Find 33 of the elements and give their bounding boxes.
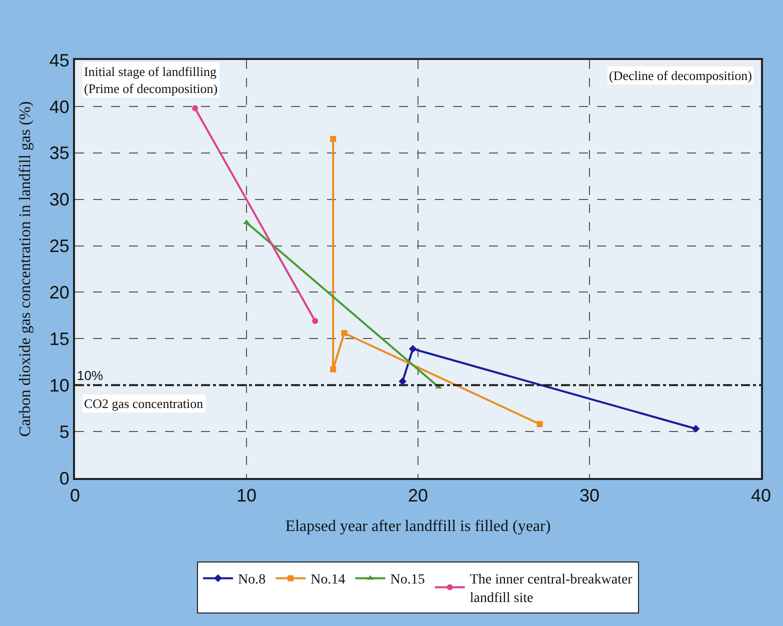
y-tick-label: 25	[49, 236, 70, 256]
y-tick-label: 45	[49, 50, 70, 70]
point	[536, 421, 543, 428]
legend-label: No.14	[310, 572, 346, 588]
point	[330, 136, 336, 142]
point	[192, 105, 198, 112]
point	[341, 330, 348, 336]
y-tick-label: 30	[49, 190, 70, 210]
x-tick-label: 30	[579, 486, 600, 506]
x-axis-title: Elapsed year after landffill is filled (year)	[285, 518, 551, 535]
y-tick-label: 20	[49, 282, 70, 303]
y-tick-label: 35	[49, 143, 70, 164]
y-tick-label: 0	[59, 468, 70, 488]
point	[312, 318, 318, 324]
point	[692, 424, 700, 433]
y-tick-label: 5	[59, 422, 70, 442]
y-tick-label: 40	[49, 96, 70, 117]
x-tick-label: 20	[408, 486, 428, 506]
x-tick-label: 10	[236, 486, 257, 506]
annotation: Initial stage of landfilling (Prime of decomposition)	[84, 64, 218, 96]
y-tick-label: 15	[49, 328, 70, 349]
y-axis-title: Carbon dioxide gas concentration in landfill gas (%)	[16, 101, 34, 437]
legend-label: No.15	[390, 572, 425, 588]
annotation: (Decline of decomposition)	[609, 68, 752, 83]
point	[398, 378, 406, 386]
annotation: CO2 gas concentration	[84, 396, 204, 411]
point	[408, 344, 417, 353]
x-tick-label: 40	[750, 486, 772, 506]
legend-label: No.8	[238, 572, 266, 588]
y-tick-label: 10	[49, 375, 70, 396]
point	[330, 366, 336, 372]
legend-label: The inner central-breakwater landfill site	[470, 572, 633, 606]
ref-line-label: 10%	[77, 368, 104, 383]
